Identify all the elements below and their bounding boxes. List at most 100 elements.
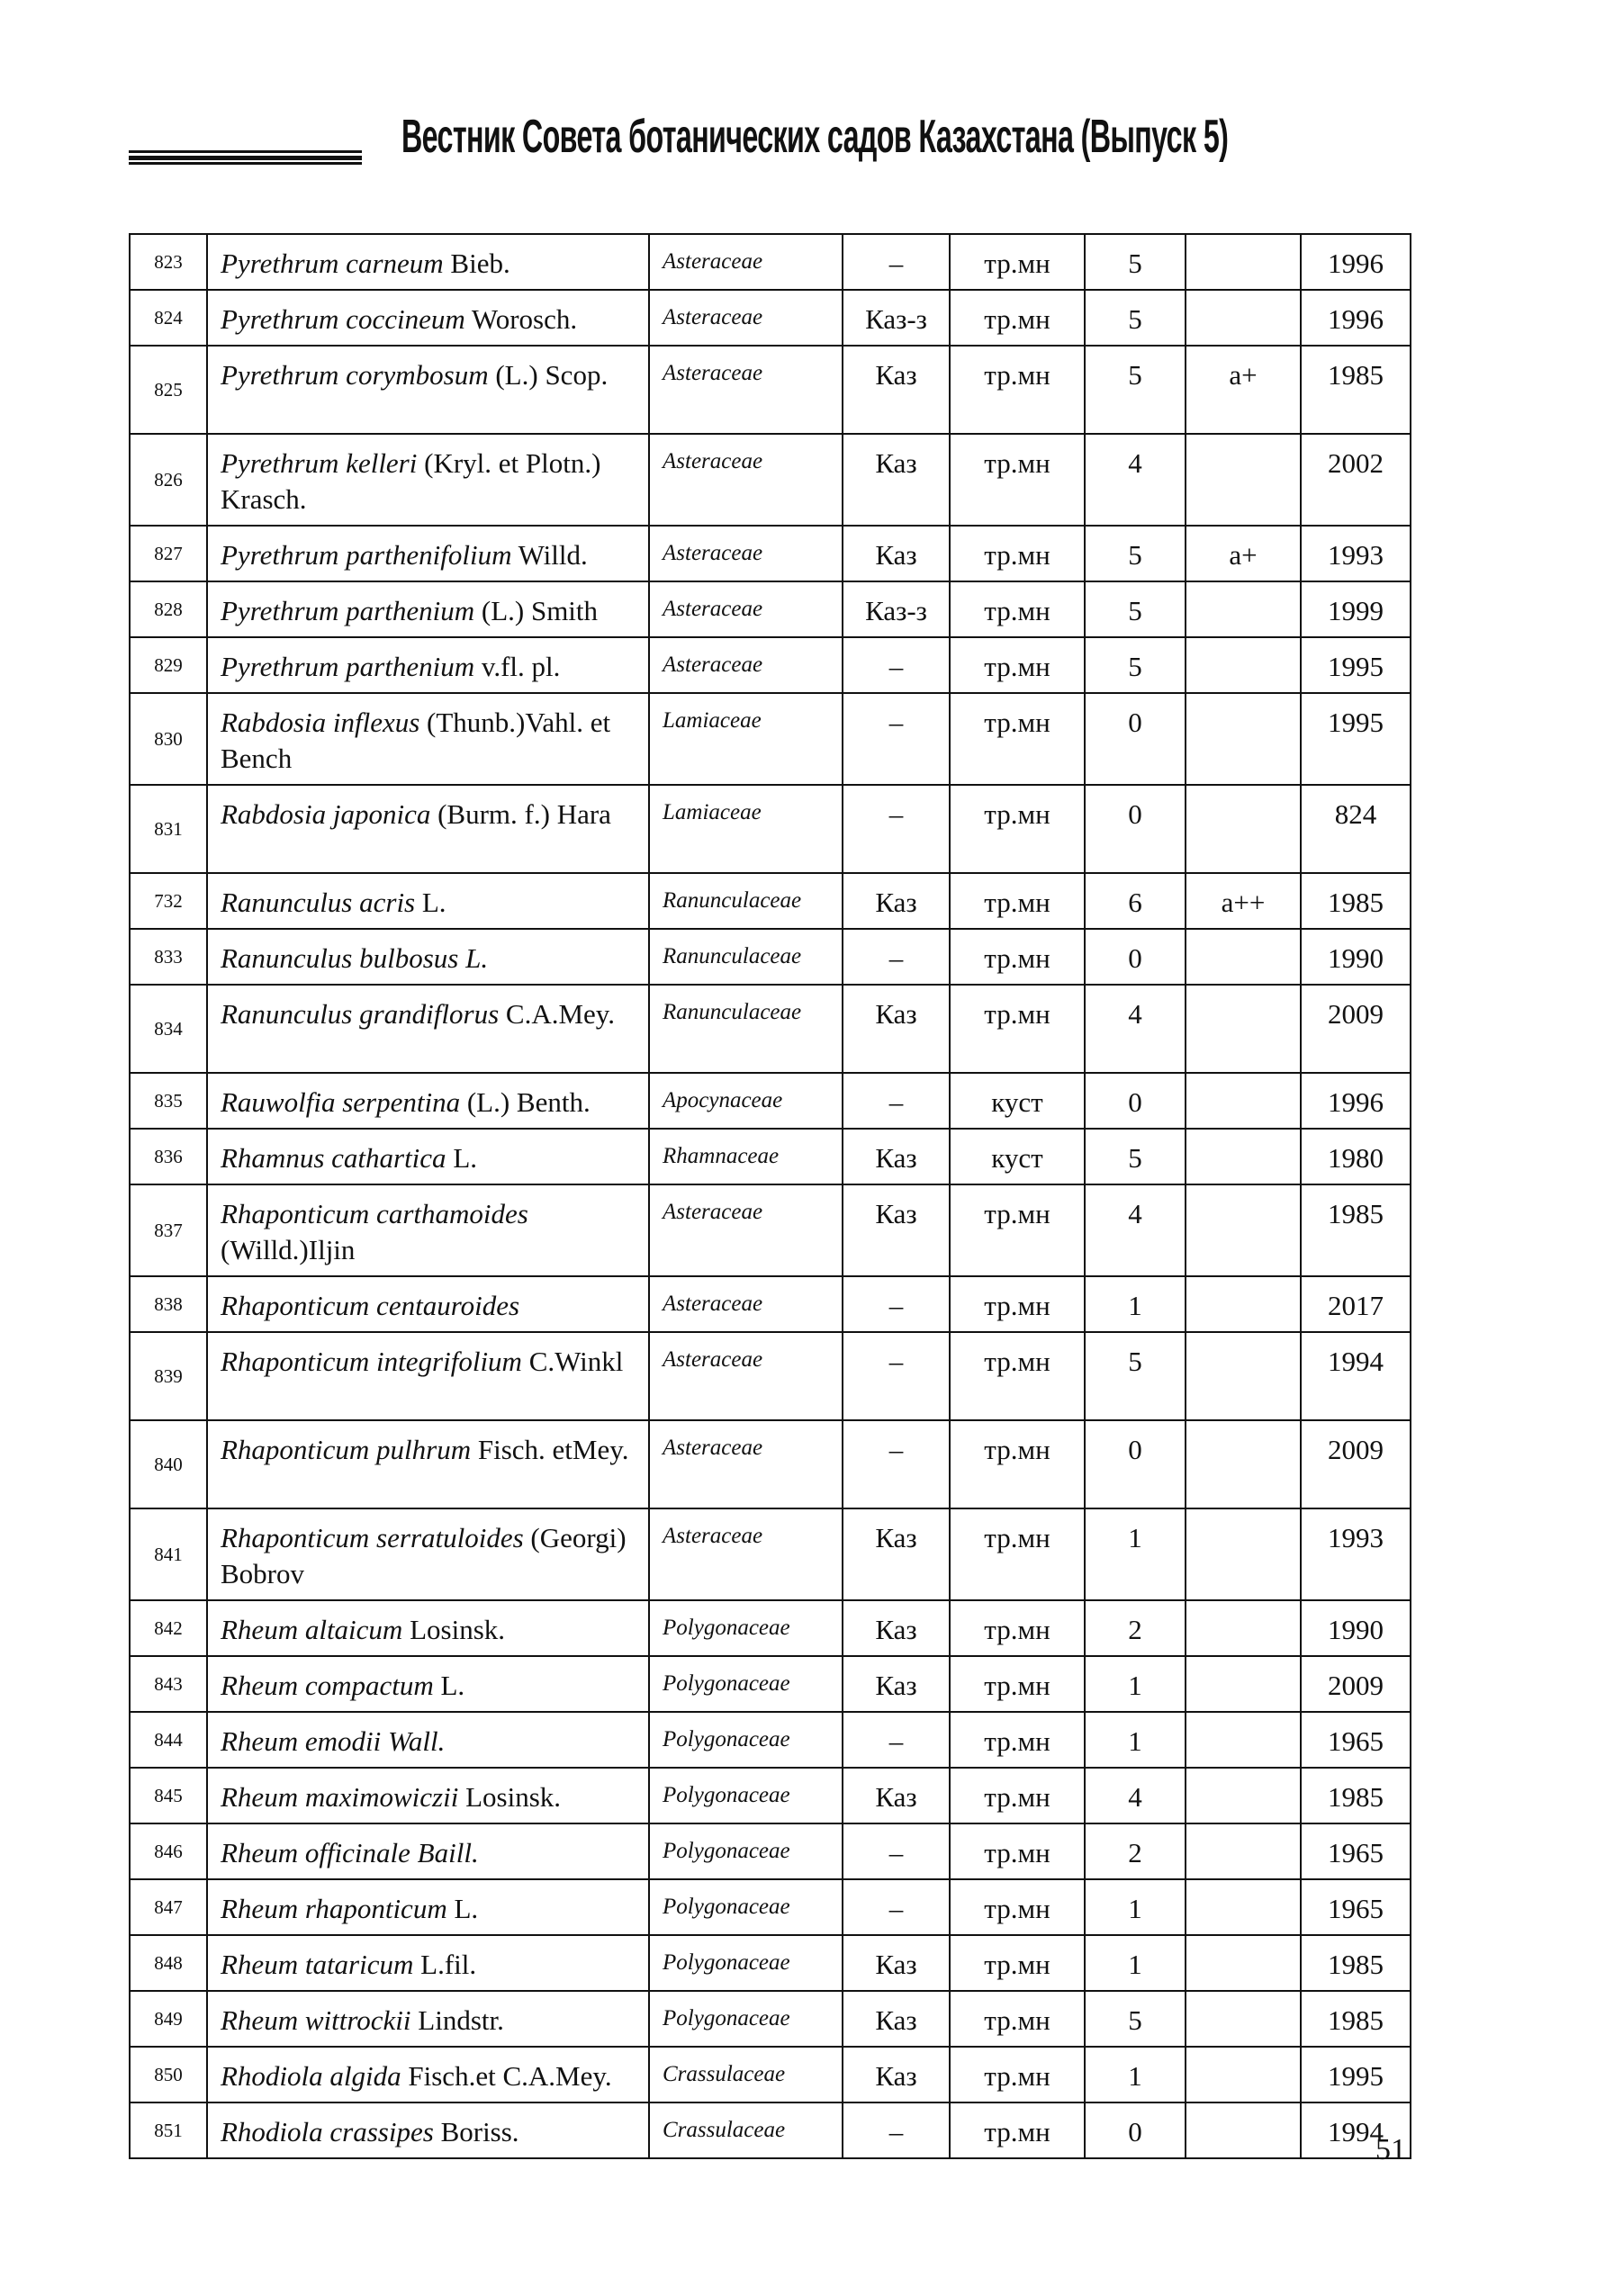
species-binomial: Rhaponticum serratuloides — [221, 1522, 524, 1553]
species-author: Fisch. etMey. — [471, 1434, 629, 1465]
family: Asteraceae — [648, 433, 843, 527]
species-name: Pyrethrum carneum Bieb. — [206, 233, 650, 291]
row-number: 825 — [129, 345, 208, 435]
status: Каз — [842, 1767, 951, 1824]
score: 6 — [1084, 872, 1186, 930]
status: Каз — [842, 1128, 951, 1185]
score: 5 — [1084, 1128, 1186, 1185]
table-row: 732 Ranunculus acris L. Ranunculaceae Каз тр… — [129, 872, 1411, 930]
life-form: куст — [949, 1128, 1086, 1185]
row-number: 848 — [129, 1934, 208, 1992]
life-form: тр.мн — [949, 1878, 1086, 1936]
score: 1 — [1084, 1655, 1186, 1713]
life-form: тр.мн — [949, 2102, 1086, 2159]
year: 1995 — [1300, 636, 1411, 694]
species-author: Losinsk. — [402, 1614, 506, 1645]
year: 1965 — [1300, 1823, 1411, 1880]
species-author: v.fl. pl. — [474, 651, 561, 682]
species-binomial: Rhaponticum carthamoides — [221, 1198, 528, 1229]
table-row: 828 Pyrethrum parthenium (L.) Smith Astera… — [129, 581, 1411, 638]
life-form: тр.мн — [949, 784, 1086, 874]
species-binomial: Rhaponticum centauroides — [221, 1290, 520, 1321]
species-name: Rhodiola algida Fisch.et C.A.Mey. — [206, 2046, 650, 2103]
life-form: тр.мн — [949, 1508, 1086, 1601]
status: – — [842, 1823, 951, 1880]
status: Каз — [842, 525, 951, 582]
row-number: 838 — [129, 1275, 208, 1333]
species-author: (Willd.)Iljin — [221, 1234, 356, 1265]
row-number: 827 — [129, 525, 208, 582]
table-row: 826 Pyrethrum kelleri (Kryl. et Plotn.) K… — [129, 433, 1411, 527]
table-row: 841 Rhaponticum serratuloides (Georgi) Bo… — [129, 1508, 1411, 1601]
species-name: Pyrethrum parthenifolium Willd. — [206, 525, 650, 582]
row-number: 839 — [129, 1331, 208, 1421]
row-number: 845 — [129, 1767, 208, 1824]
species-name: Pyrethrum parthenium (L.) Smith — [206, 581, 650, 638]
species-author: Losinsk. — [458, 1781, 562, 1813]
status: – — [842, 636, 951, 694]
life-form: куст — [949, 1072, 1086, 1130]
status: Каз — [842, 2046, 951, 2103]
species-author: C.A.Mey. — [499, 998, 616, 1030]
status: – — [842, 692, 951, 786]
year: 1995 — [1300, 2046, 1411, 2103]
status: Каз — [842, 1934, 951, 1992]
year: 2009 — [1300, 984, 1411, 1074]
mark — [1185, 636, 1302, 694]
species-author: Willd. — [511, 539, 588, 571]
score: 1 — [1084, 2046, 1186, 2103]
status: – — [842, 784, 951, 874]
table-row: 851 Rhodiola crassipes Boriss. Crassulacea… — [129, 2102, 1411, 2159]
row-number: 850 — [129, 2046, 208, 2103]
species-name: Rheum officinale Baill. — [206, 1823, 650, 1880]
species-binomial: Rheum emodii Wall. — [221, 1725, 446, 1757]
life-form: тр.мн — [949, 636, 1086, 694]
year: 2017 — [1300, 1275, 1411, 1333]
life-form: тр.мн — [949, 928, 1086, 986]
species-binomial: Rabdosia japonica — [221, 798, 431, 830]
mark — [1185, 1331, 1302, 1421]
year: 1965 — [1300, 1878, 1411, 1936]
life-form: тр.мн — [949, 525, 1086, 582]
species-binomial: Rheum officinale Baill. — [221, 1837, 479, 1868]
species-binomial: Ranunculus acris — [221, 887, 416, 918]
row-number: 837 — [129, 1184, 208, 1277]
year: 1995 — [1300, 692, 1411, 786]
life-form: тр.мн — [949, 1331, 1086, 1421]
species-name: Pyrethrum corymbosum (L.) Scop. — [206, 345, 650, 435]
score: 5 — [1084, 1331, 1186, 1421]
species-name: Pyrethrum parthenium v.fl. pl. — [206, 636, 650, 694]
header-rule — [129, 150, 362, 165]
mark: а+ — [1185, 525, 1302, 582]
life-form: тр.мн — [949, 692, 1086, 786]
life-form: тр.мн — [949, 233, 1086, 291]
table-row: 843 Rheum compactum L. Polygonaceae Каз тр.м… — [129, 1655, 1411, 1713]
table-row: 829 Pyrethrum parthenium v.fl. pl. Asterac… — [129, 636, 1411, 694]
species-name: Rheum wittrockii Lindstr. — [206, 1990, 650, 2048]
species-author: (Kryl. et Plotn.) Krasch. — [221, 447, 601, 515]
species-author: L. — [446, 1893, 479, 1924]
row-number: 829 — [129, 636, 208, 694]
status: Каз — [842, 1184, 951, 1277]
mark — [1185, 984, 1302, 1074]
mark — [1185, 1655, 1302, 1713]
year: 1985 — [1300, 1184, 1411, 1277]
life-form: тр.мн — [949, 1711, 1086, 1769]
species-name: Rhaponticum pulhrum Fisch. etMey. — [206, 1419, 650, 1509]
mark — [1185, 2046, 1302, 2103]
life-form: тр.мн — [949, 1934, 1086, 1992]
row-number: 847 — [129, 1878, 208, 1936]
species-name: Rhodiola crassipes Boriss. — [206, 2102, 650, 2159]
mark — [1185, 1419, 1302, 1509]
row-number: 842 — [129, 1599, 208, 1657]
species-binomial: Pyrethrum parthenifolium — [221, 539, 512, 571]
status: – — [842, 1072, 951, 1130]
table-row: 845 Rheum maximowiczii Losinsk. Polygonace… — [129, 1767, 1411, 1824]
species-name: Rabdosia japonica (Burm. f.) Hara — [206, 784, 650, 874]
score: 4 — [1084, 433, 1186, 527]
table-row: 831 Rabdosia japonica (Burm. f.) Hara Lami… — [129, 784, 1411, 874]
life-form: тр.мн — [949, 1767, 1086, 1824]
mark — [1185, 1767, 1302, 1824]
species-binomial: Rauwolfia serpentina — [221, 1086, 461, 1118]
family: Polygonaceae — [648, 1878, 843, 1936]
